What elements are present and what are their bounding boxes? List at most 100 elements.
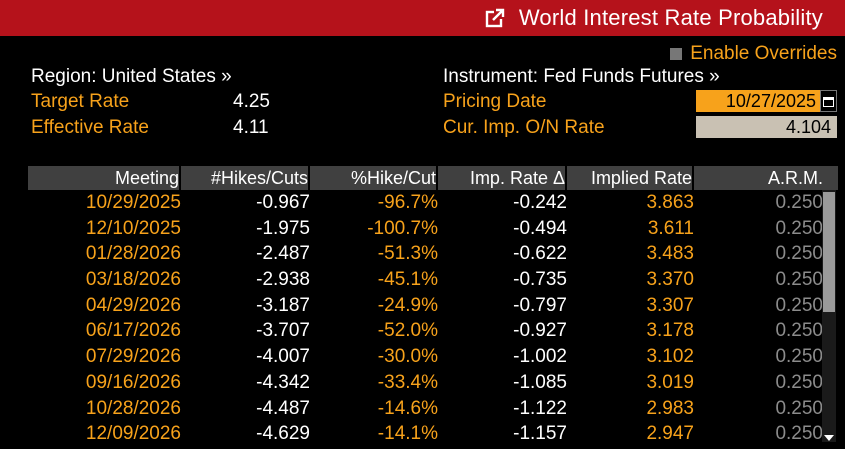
implied-rate: 3.178 (646, 320, 694, 342)
meeting-date: 12/10/2025 (85, 217, 181, 239)
meeting-date: 01/28/2026 (85, 243, 181, 265)
checkbox-icon[interactable] (670, 48, 683, 60)
table-row[interactable]: 10/28/2026 -4.487 -14.6% -1.122 2.983 0.… (28, 396, 838, 422)
arm: 0.250 (775, 294, 823, 316)
imp-rate-delta: -0.242 (513, 192, 567, 213)
region-selector[interactable]: Region: United States » (31, 66, 232, 87)
pct-hike-cut: -51.3% (377, 243, 438, 265)
table-row[interactable]: 03/18/2026 -2.938 -45.1% -0.735 3.370 0.… (28, 267, 838, 293)
cur-imp-rate-label: Cur. Imp. O/N Rate (443, 117, 605, 138)
enable-overrides-label: Enable Overrides (690, 43, 837, 64)
col-hikes-cuts[interactable]: #Hikes/Cuts (181, 166, 310, 190)
effective-rate-label: Effective Rate (31, 117, 149, 138)
hikes-cuts: -3.707 (256, 320, 310, 342)
target-rate-value: 4.25 (233, 91, 270, 112)
meeting-date: 06/17/2026 (85, 320, 181, 342)
hikes-cuts: -3.187 (256, 294, 310, 316)
arm: 0.250 (775, 192, 823, 213)
imp-rate-delta: -0.494 (513, 217, 567, 239)
imp-rate-delta: -1.002 (513, 346, 567, 368)
imp-rate-delta: -1.157 (513, 423, 567, 445)
col-implied-rate[interactable]: Implied Rate (567, 166, 694, 190)
hikes-cuts: -4.342 (256, 371, 310, 393)
arm: 0.250 (775, 217, 823, 239)
meeting-date: 09/16/2026 (85, 371, 181, 393)
enable-overrides-toggle[interactable]: Enable Overrides (670, 43, 837, 65)
col-pct-hike-cut[interactable]: %Hike/Cut (310, 166, 438, 190)
table-row[interactable]: 07/29/2026 -4.007 -30.0% -1.002 3.102 0.… (28, 344, 838, 370)
scrollbar-thumb[interactable] (823, 192, 835, 312)
arm: 0.250 (775, 371, 823, 393)
table-row[interactable]: 04/29/2026 -3.187 -24.9% -0.797 3.307 0.… (28, 293, 838, 319)
table-body: 10/29/2025 -0.967 -96.7% -0.242 3.863 0.… (28, 190, 838, 447)
implied-rate: 3.483 (646, 243, 694, 265)
meeting-date: 03/18/2026 (85, 269, 181, 291)
imp-rate-delta: -1.085 (513, 371, 567, 393)
title-bar: World Interest Rate Probability (0, 0, 845, 36)
meeting-date: 07/29/2026 (85, 346, 181, 368)
arm: 0.250 (775, 346, 823, 368)
arm: 0.250 (775, 243, 823, 265)
pct-hike-cut: -14.1% (377, 423, 438, 445)
arm: 0.250 (775, 397, 823, 419)
implied-rate: 3.019 (646, 371, 694, 393)
table-header: Meeting #Hikes/Cuts %Hike/Cut Imp. Rate … (28, 166, 838, 190)
imp-rate-delta: -0.797 (513, 294, 567, 316)
table-row[interactable]: 12/09/2026 -4.629 -14.1% -1.157 2.947 0.… (28, 421, 838, 447)
calendar-icon (823, 96, 834, 107)
implied-rate: 3.102 (646, 346, 694, 368)
hikes-cuts: -4.629 (256, 423, 310, 445)
hikes-cuts: -2.487 (256, 243, 310, 265)
meeting-date: 10/28/2026 (85, 397, 181, 419)
table-row[interactable]: 09/16/2026 -4.342 -33.4% -1.085 3.019 0.… (28, 370, 838, 396)
target-rate-label: Target Rate (31, 91, 130, 112)
meeting-date: 10/29/2025 (85, 192, 181, 213)
pct-hike-cut: -100.7% (367, 217, 438, 239)
calendar-button[interactable] (820, 90, 837, 112)
implied-rate: 2.983 (646, 397, 694, 419)
table-row[interactable]: 01/28/2026 -2.487 -51.3% -0.622 3.483 0.… (28, 241, 838, 267)
col-arm[interactable]: A.R.M. (767, 168, 823, 188)
instrument-selector[interactable]: Instrument: Fed Funds Futures » (443, 66, 720, 87)
implied-rate: 3.611 (647, 217, 694, 239)
table-row[interactable]: 12/10/2025 -1.975 -100.7% -0.494 3.611 0… (28, 216, 838, 242)
pct-hike-cut: -52.0% (377, 320, 438, 342)
imp-rate-delta: -0.735 (513, 269, 567, 291)
pct-hike-cut: -96.7% (377, 192, 438, 213)
pricing-date-input[interactable]: 10/27/2025 (696, 90, 820, 112)
implied-rate: 3.863 (646, 192, 694, 213)
pricing-date-label: Pricing Date (443, 91, 547, 112)
meeting-date: 04/29/2026 (85, 294, 181, 316)
window-title: World Interest Rate Probability (518, 5, 823, 30)
meeting-date: 12/09/2026 (85, 423, 181, 445)
arm: 0.250 (775, 320, 823, 342)
arm: 0.250 (775, 423, 823, 445)
effective-rate-value: 4.11 (233, 117, 269, 138)
scroll-down-arrow-icon[interactable] (824, 435, 834, 441)
pct-hike-cut: -24.9% (377, 294, 438, 316)
pct-hike-cut: -45.1% (377, 269, 438, 291)
hikes-cuts: -4.007 (256, 346, 310, 368)
hikes-cuts: -1.975 (256, 217, 310, 239)
arm: 0.250 (775, 269, 823, 291)
col-meeting[interactable]: Meeting (28, 166, 181, 190)
vertical-scrollbar[interactable] (822, 190, 836, 442)
table-row[interactable]: 06/17/2026 -3.707 -52.0% -0.927 3.178 0.… (28, 318, 838, 344)
imp-rate-delta: -0.622 (513, 243, 567, 265)
pct-hike-cut: -33.4% (377, 371, 438, 393)
hikes-cuts: -0.967 (256, 192, 310, 213)
implied-rate: 2.947 (646, 423, 694, 445)
imp-rate-delta: -1.122 (513, 397, 567, 419)
implied-rate: 3.307 (646, 294, 694, 316)
cur-imp-rate-input[interactable]: 4.104 (696, 116, 837, 138)
pct-hike-cut: -14.6% (377, 397, 438, 419)
rate-probability-table: Meeting #Hikes/Cuts %Hike/Cut Imp. Rate … (28, 166, 838, 447)
table-row[interactable]: 10/29/2025 -0.967 -96.7% -0.242 3.863 0.… (28, 190, 838, 216)
pct-hike-cut: -30.0% (377, 346, 438, 368)
hikes-cuts: -4.487 (256, 397, 310, 419)
hikes-cuts: -2.938 (256, 269, 310, 291)
col-imp-rate-delta[interactable]: Imp. Rate Δ (438, 166, 567, 190)
imp-rate-delta: -0.927 (513, 320, 567, 342)
external-link-icon[interactable] (485, 8, 505, 28)
implied-rate: 3.370 (646, 269, 694, 291)
